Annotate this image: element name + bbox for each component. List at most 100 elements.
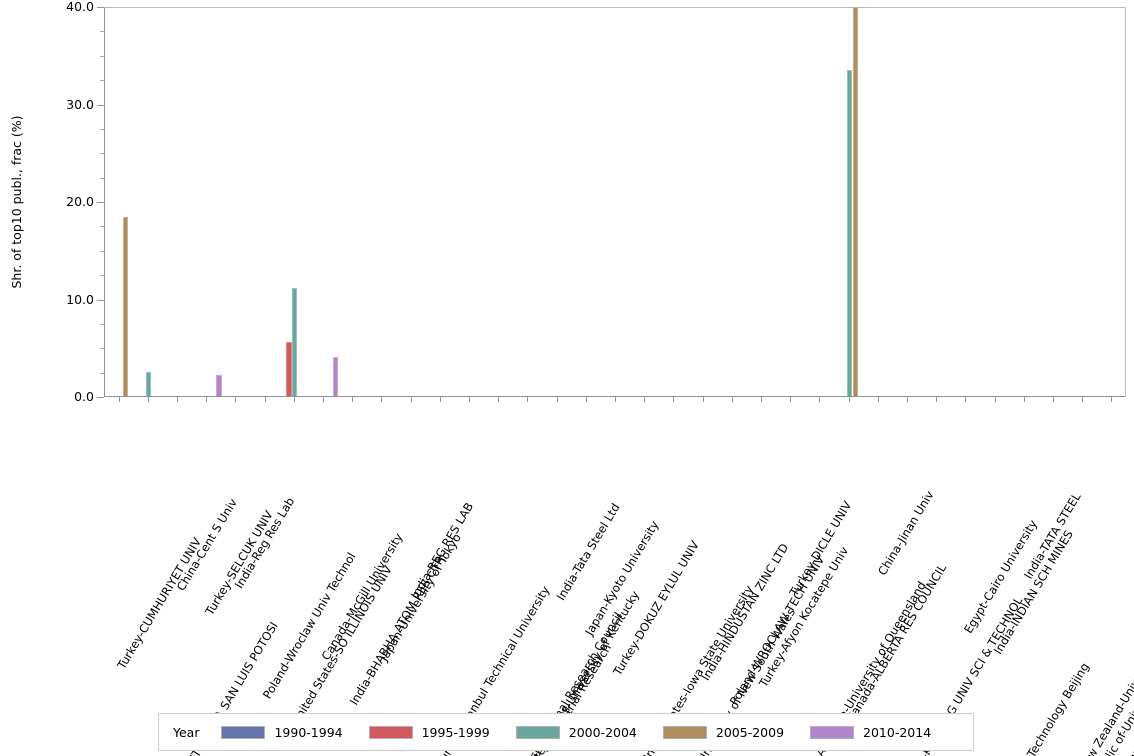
x-tick-label-text: Turkey-CUMHURIYET UNIV bbox=[114, 535, 204, 672]
x-tick-label: Mexico-UNIV AUTONOMA SAN LUIS POTOSI bbox=[140, 406, 409, 756]
legend-entry[interactable]: 2000-2004 bbox=[515, 724, 637, 740]
x-tick-mark bbox=[819, 397, 821, 402]
x-tick-mark bbox=[323, 397, 324, 402]
x-tick-mark bbox=[761, 397, 762, 402]
y-tick-minor bbox=[100, 323, 104, 325]
x-tick-mark bbox=[1053, 397, 1054, 402]
x-tick-mark bbox=[994, 397, 996, 402]
bar-group bbox=[864, 8, 893, 396]
x-tick-mark bbox=[936, 397, 938, 402]
bar-group bbox=[426, 8, 455, 396]
legend: Year 1990-1994 1995-1999 2000-2004 2005-200… bbox=[158, 713, 974, 751]
x-tick-mark bbox=[147, 397, 149, 402]
legend-swatch bbox=[368, 725, 413, 739]
bar-group bbox=[806, 8, 835, 396]
plot-area bbox=[104, 6, 1126, 397]
legend-swatch bbox=[810, 725, 855, 739]
y-tick-minor bbox=[100, 226, 104, 228]
bar-group bbox=[631, 8, 660, 396]
bar-group bbox=[455, 8, 484, 396]
x-tick-mark bbox=[177, 397, 178, 402]
bar bbox=[846, 70, 853, 396]
bar-group bbox=[777, 8, 806, 396]
legend-label: 2010-2014 bbox=[863, 724, 932, 740]
x-tick-mark bbox=[235, 397, 237, 402]
y-tick-minor bbox=[100, 250, 104, 252]
bar bbox=[286, 342, 292, 396]
legend-label: 2005-2009 bbox=[715, 724, 785, 740]
bar-group bbox=[251, 8, 280, 396]
y-tick-mark bbox=[97, 202, 104, 203]
legend-label: 2000-2004 bbox=[568, 724, 637, 740]
bar bbox=[292, 287, 298, 396]
bar-group bbox=[514, 8, 543, 396]
legend-entry[interactable]: 1995-1999 bbox=[368, 724, 490, 740]
y-tick-label: 40.0 bbox=[66, 0, 94, 14]
y-tick-minor bbox=[100, 177, 104, 179]
bar-group bbox=[1010, 8, 1039, 396]
legend-swatch bbox=[662, 725, 707, 739]
legend-entry[interactable]: 1990-1994 bbox=[221, 724, 343, 740]
bar-group bbox=[105, 8, 134, 396]
x-tick-mark bbox=[469, 397, 470, 402]
bar-group bbox=[747, 8, 776, 396]
x-tick-mark bbox=[907, 397, 908, 402]
x-tick-mark bbox=[615, 397, 616, 402]
y-tick-mark bbox=[97, 397, 104, 398]
bar-group bbox=[280, 8, 309, 396]
y-tick-label: 20.0 bbox=[66, 194, 94, 209]
y-tick-label: 30.0 bbox=[66, 96, 94, 112]
x-tick-mark bbox=[644, 397, 646, 402]
x-tick-mark bbox=[848, 397, 850, 402]
y-axis-label: Shr. of top10 publ., frac (%) bbox=[8, 115, 24, 289]
bar-group bbox=[134, 8, 163, 396]
x-tick-mark bbox=[702, 397, 704, 402]
legend-swatch bbox=[515, 725, 560, 739]
y-tick-mark bbox=[97, 7, 104, 8]
bar bbox=[216, 374, 222, 396]
y-tick-label: 0.0 bbox=[74, 389, 94, 404]
x-tick-mark bbox=[381, 397, 383, 402]
y-tick-minor bbox=[100, 128, 104, 130]
bar-group bbox=[339, 8, 368, 396]
x-tick-mark bbox=[293, 397, 295, 402]
x-tick-label-text: Canada-ALBERTA RES COUNCIL bbox=[843, 561, 949, 725]
legend-label: 1990-1994 bbox=[274, 724, 343, 740]
x-tick-mark bbox=[352, 397, 354, 402]
bar bbox=[852, 6, 859, 396]
x-tick-mark bbox=[439, 397, 441, 402]
bar-group bbox=[1039, 8, 1068, 396]
x-tick-mark bbox=[118, 397, 120, 402]
legend-label: 1995-1999 bbox=[421, 724, 490, 740]
bar-group bbox=[893, 8, 922, 396]
bar bbox=[146, 371, 152, 396]
x-tick-mark bbox=[1111, 397, 1113, 402]
y-tick-minor bbox=[100, 372, 104, 374]
y-tick-minor bbox=[100, 80, 104, 82]
legend-title: Year bbox=[173, 724, 200, 740]
x-tick-mark bbox=[264, 397, 266, 402]
y-tick-minor bbox=[100, 153, 104, 155]
x-tick-mark bbox=[731, 397, 733, 402]
x-tick-mark bbox=[556, 397, 558, 402]
bar-group bbox=[952, 8, 981, 396]
y-tick-mark bbox=[97, 299, 104, 301]
y-tick-minor bbox=[100, 348, 104, 350]
x-tick-mark bbox=[877, 397, 879, 402]
bar-group bbox=[543, 8, 572, 396]
bars-container bbox=[105, 6, 1125, 396]
legend-entry[interactable]: 2010-2014 bbox=[810, 725, 931, 740]
bar-group bbox=[572, 8, 601, 396]
x-tick-label-text: India-INDIAN SCH MINES bbox=[990, 527, 1076, 657]
y-tick-minor bbox=[100, 55, 104, 57]
legend-entry[interactable]: 2005-2009 bbox=[662, 724, 785, 740]
bar-group bbox=[601, 8, 630, 396]
y-tick-mark bbox=[97, 104, 104, 106]
bar-group bbox=[923, 8, 952, 396]
x-tick-mark bbox=[965, 397, 967, 402]
bar-group bbox=[718, 8, 747, 396]
bar-group bbox=[689, 8, 718, 396]
y-tick-label: 10.0 bbox=[66, 291, 94, 307]
y-tick-minor bbox=[100, 31, 104, 33]
